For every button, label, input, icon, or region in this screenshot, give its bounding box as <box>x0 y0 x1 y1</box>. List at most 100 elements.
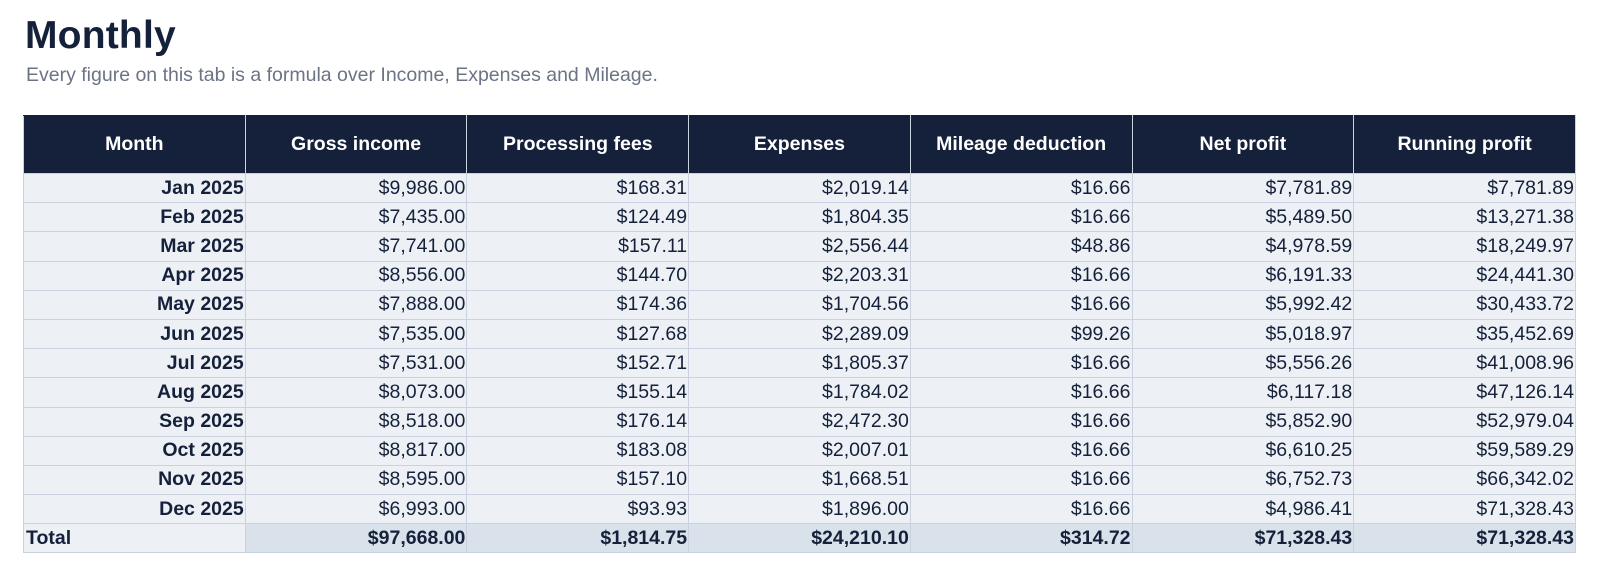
cell-gross-income[interactable]: $8,595.00 <box>244 464 468 496</box>
cell-month[interactable]: Aug 2025 <box>23 377 246 408</box>
cell-expenses[interactable]: $2,472.30 <box>688 406 911 437</box>
column-header-mileage-deduction[interactable]: Mileage deduction <box>909 115 1133 174</box>
cell-gross-income[interactable]: $8,817.00 <box>244 435 468 466</box>
cell-processing-fees[interactable]: $155.14 <box>466 377 690 408</box>
cell-expenses[interactable]: $1,704.56 <box>688 289 911 320</box>
cell-month[interactable]: Nov 2025 <box>23 464 246 496</box>
cell-mileage-deduction[interactable]: $16.66 <box>909 377 1133 408</box>
cell-month[interactable]: Jun 2025 <box>23 318 246 350</box>
cell-net-profit[interactable]: $5,992.42 <box>1131 289 1355 320</box>
cell-processing-fees[interactable]: $144.70 <box>466 260 690 291</box>
cell-mileage-deduction[interactable]: $16.66 <box>909 464 1133 496</box>
total-cell-gross-income[interactable]: $97,668.00 <box>244 523 468 554</box>
cell-month[interactable]: May 2025 <box>23 289 246 320</box>
cell-mileage-deduction[interactable]: $16.66 <box>909 289 1133 320</box>
cell-gross-income[interactable]: $8,518.00 <box>244 406 468 437</box>
cell-month[interactable]: Jan 2025 <box>23 172 246 204</box>
cell-mileage-deduction[interactable]: $16.66 <box>909 494 1133 525</box>
cell-net-profit[interactable]: $6,117.18 <box>1131 377 1355 408</box>
cell-month[interactable]: Apr 2025 <box>23 260 246 291</box>
column-header-month[interactable]: Month <box>23 115 246 174</box>
cell-running-profit[interactable]: $59,589.29 <box>1353 435 1576 466</box>
cell-processing-fees[interactable]: $127.68 <box>466 318 690 350</box>
cell-running-profit[interactable]: $71,328.43 <box>1353 494 1576 525</box>
cell-processing-fees[interactable]: $93.93 <box>466 494 690 525</box>
cell-processing-fees[interactable]: $152.71 <box>466 348 690 379</box>
cell-mileage-deduction[interactable]: $16.66 <box>909 406 1133 437</box>
cell-running-profit[interactable]: $47,126.14 <box>1353 377 1576 408</box>
cell-gross-income[interactable]: $6,993.00 <box>244 494 468 525</box>
cell-running-profit[interactable]: $52,979.04 <box>1353 406 1576 437</box>
column-header-running-profit[interactable]: Running profit <box>1353 115 1576 174</box>
cell-expenses[interactable]: $2,007.01 <box>688 435 911 466</box>
cell-running-profit[interactable]: $35,452.69 <box>1353 318 1576 350</box>
cell-processing-fees[interactable]: $174.36 <box>466 289 690 320</box>
cell-gross-income[interactable]: $8,073.00 <box>244 377 468 408</box>
cell-expenses[interactable]: $1,896.00 <box>688 494 911 525</box>
cell-gross-income[interactable]: $8,556.00 <box>244 260 468 291</box>
cell-net-profit[interactable]: $7,781.89 <box>1131 172 1355 204</box>
cell-running-profit[interactable]: $7,781.89 <box>1353 172 1576 204</box>
column-header-processing-fees[interactable]: Processing fees <box>466 115 690 174</box>
cell-expenses[interactable]: $2,556.44 <box>688 231 911 262</box>
cell-running-profit[interactable]: $24,441.30 <box>1353 260 1576 291</box>
cell-month[interactable]: Dec 2025 <box>23 494 246 525</box>
cell-mileage-deduction[interactable]: $16.66 <box>909 348 1133 379</box>
cell-running-profit[interactable]: $41,008.96 <box>1353 348 1576 379</box>
cell-processing-fees[interactable]: $157.11 <box>466 231 690 262</box>
cell-gross-income[interactable]: $7,535.00 <box>244 318 468 350</box>
cell-month[interactable]: Feb 2025 <box>23 202 246 233</box>
cell-processing-fees[interactable]: $176.14 <box>466 406 690 437</box>
cell-running-profit[interactable]: $18,249.97 <box>1353 231 1576 262</box>
cell-net-profit[interactable]: $5,852.90 <box>1131 406 1355 437</box>
cell-processing-fees[interactable]: $124.49 <box>466 202 690 233</box>
cell-running-profit[interactable]: $13,271.38 <box>1353 202 1576 233</box>
total-cell-mileage-deduction[interactable]: $314.72 <box>909 523 1133 554</box>
cell-expenses[interactable]: $2,203.31 <box>688 260 911 291</box>
cell-mileage-deduction[interactable]: $99.26 <box>909 318 1133 350</box>
cell-month[interactable]: Jul 2025 <box>23 348 246 379</box>
total-cell-processing-fees[interactable]: $1,814.75 <box>466 523 690 554</box>
cell-mileage-deduction[interactable]: $48.86 <box>909 231 1133 262</box>
cell-month[interactable]: Sep 2025 <box>23 406 246 437</box>
monthly-sheet: Monthly Every figure on this tab is a fo… <box>0 0 1600 554</box>
cell-month[interactable]: Mar 2025 <box>23 231 246 262</box>
cell-month[interactable]: Oct 2025 <box>23 435 246 466</box>
cell-running-profit[interactable]: $30,433.72 <box>1353 289 1576 320</box>
cell-processing-fees[interactable]: $157.10 <box>466 464 690 496</box>
cell-mileage-deduction[interactable]: $16.66 <box>909 435 1133 466</box>
total-cell-net-profit[interactable]: $71,328.43 <box>1131 523 1355 554</box>
cell-gross-income[interactable]: $7,741.00 <box>244 231 468 262</box>
column-header-net-profit[interactable]: Net profit <box>1131 115 1355 174</box>
cell-net-profit[interactable]: $6,191.33 <box>1131 260 1355 291</box>
cell-net-profit[interactable]: $5,018.97 <box>1131 318 1355 350</box>
cell-net-profit[interactable]: $5,489.50 <box>1131 202 1355 233</box>
cell-net-profit[interactable]: $6,610.25 <box>1131 435 1355 466</box>
cell-mileage-deduction[interactable]: $16.66 <box>909 260 1133 291</box>
column-header-gross-income[interactable]: Gross income <box>244 115 468 174</box>
cell-net-profit[interactable]: $5,556.26 <box>1131 348 1355 379</box>
cell-processing-fees[interactable]: $183.08 <box>466 435 690 466</box>
cell-expenses[interactable]: $1,668.51 <box>688 464 911 496</box>
cell-mileage-deduction[interactable]: $16.66 <box>909 172 1133 204</box>
cell-expenses[interactable]: $2,019.14 <box>688 172 911 204</box>
cell-gross-income[interactable]: $7,888.00 <box>244 289 468 320</box>
cell-gross-income[interactable]: $7,435.00 <box>244 202 468 233</box>
cell-expenses[interactable]: $1,805.37 <box>688 348 911 379</box>
total-cell-expenses[interactable]: $24,210.10 <box>688 523 911 554</box>
cell-mileage-deduction[interactable]: $16.66 <box>909 202 1133 233</box>
total-row: Total $97,668.00 $1,814.75 $24,210.10 $314.7… <box>23 523 1576 554</box>
cell-net-profit[interactable]: $4,978.59 <box>1131 231 1355 262</box>
cell-net-profit[interactable]: $6,752.73 <box>1131 464 1355 496</box>
cell-gross-income[interactable]: $7,531.00 <box>244 348 468 379</box>
cell-expenses[interactable]: $1,784.02 <box>688 377 911 408</box>
cell-net-profit[interactable]: $4,986.41 <box>1131 494 1355 525</box>
cell-gross-income[interactable]: $9,986.00 <box>244 172 468 204</box>
column-header-expenses[interactable]: Expenses <box>688 115 911 174</box>
total-cell-month[interactable]: Total <box>23 523 246 554</box>
cell-running-profit[interactable]: $66,342.02 <box>1353 464 1576 496</box>
cell-expenses[interactable]: $2,289.09 <box>688 318 911 350</box>
cell-expenses[interactable]: $1,804.35 <box>688 202 911 233</box>
total-cell-running-profit[interactable]: $71,328.43 <box>1353 523 1576 554</box>
cell-processing-fees[interactable]: $168.31 <box>466 172 690 204</box>
